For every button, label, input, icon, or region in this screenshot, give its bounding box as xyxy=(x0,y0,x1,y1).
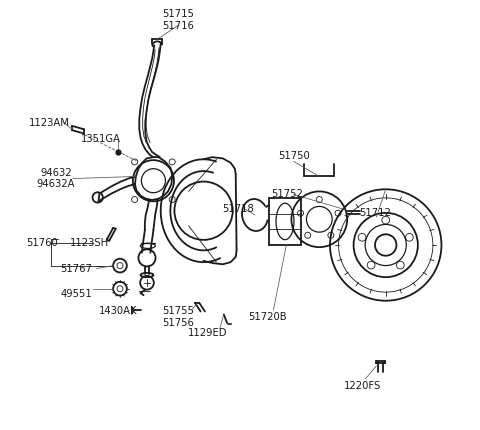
Text: 51760: 51760 xyxy=(26,238,58,248)
Text: 1123SH: 1123SH xyxy=(70,238,108,248)
Text: 51755
51756: 51755 51756 xyxy=(162,306,194,328)
Text: 51767: 51767 xyxy=(60,264,92,273)
Text: 94632
94632A: 94632 94632A xyxy=(36,168,75,189)
Text: 51718: 51718 xyxy=(222,203,254,214)
Text: 1351GA: 1351GA xyxy=(81,134,120,144)
Text: 1123AM: 1123AM xyxy=(29,118,70,128)
Text: 1430AK: 1430AK xyxy=(98,307,137,316)
Text: 51715
51716: 51715 51716 xyxy=(162,9,194,31)
Text: 51750: 51750 xyxy=(278,151,310,161)
Text: 51720B: 51720B xyxy=(249,312,287,322)
Text: 51712: 51712 xyxy=(359,208,391,218)
Text: 1129ED: 1129ED xyxy=(188,328,228,338)
Text: 51752: 51752 xyxy=(271,190,303,200)
Bar xyxy=(269,198,301,245)
Text: 1220FS: 1220FS xyxy=(344,381,381,390)
Text: 49551: 49551 xyxy=(60,289,92,299)
